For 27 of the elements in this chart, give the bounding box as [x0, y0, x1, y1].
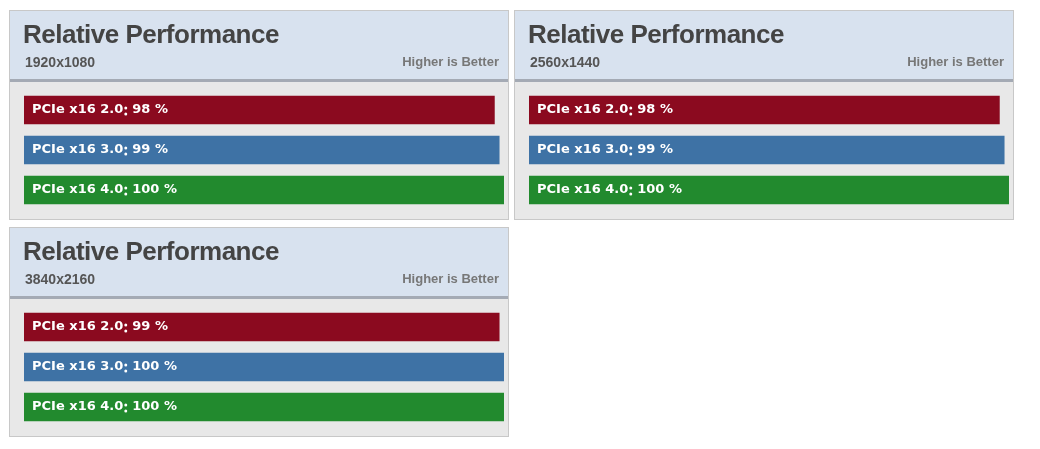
data-label: 98 % [132, 101, 168, 117]
data-label: 100 % [132, 358, 177, 374]
category-label: PCIe x16 2.0 [32, 318, 124, 334]
category-label: PCIe x16 3.0 [32, 358, 124, 374]
chart-title: Relative Performance [23, 19, 279, 50]
category-label: PCIe x16 4.0 [32, 398, 124, 414]
chart-subtitle: 3840x2160 [25, 271, 96, 287]
category-label: PCIe x16 2.0 [537, 101, 629, 117]
category-label: PCIe x16 3.0 [537, 141, 629, 157]
category-label: PCIe x16 4.0 [32, 181, 124, 197]
chart-title: Relative Performance [23, 236, 279, 267]
data-label: 99 % [132, 318, 168, 334]
chart-subtitle: 1920x1080 [25, 54, 96, 70]
data-label: 100 % [637, 181, 682, 197]
data-label: 100 % [132, 181, 177, 197]
text: Higher is Better [907, 54, 1004, 69]
data-label: 99 % [637, 141, 673, 157]
data-label: 98 % [637, 101, 673, 117]
category-label: PCIe x16 4.0 [537, 181, 629, 197]
chart-title: Relative Performance [528, 19, 784, 50]
chart-subtitle: 2560x1440 [530, 54, 601, 70]
data-label: 100 % [132, 398, 177, 414]
text: Higher is Better [402, 271, 499, 286]
data-label: 99 % [132, 141, 168, 157]
text: Higher is Better [402, 54, 499, 69]
category-label: PCIe x16 2.0 [32, 101, 124, 117]
category-label: PCIe x16 3.0 [32, 141, 124, 157]
